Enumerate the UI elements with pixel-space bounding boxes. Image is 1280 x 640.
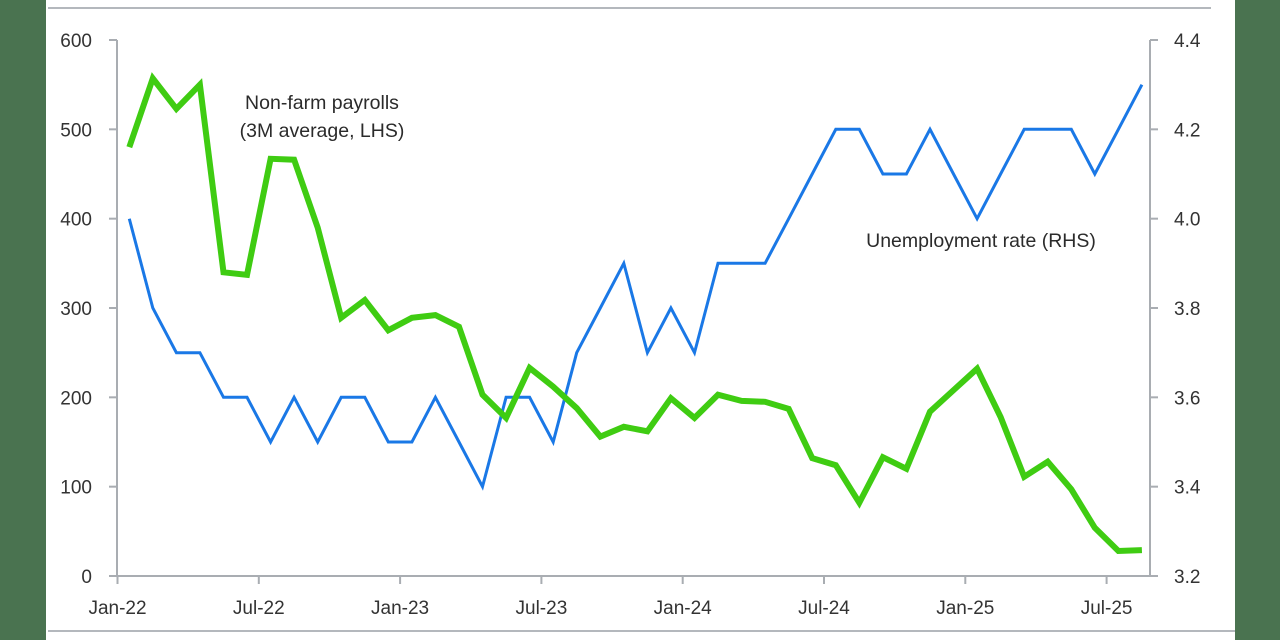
right-tick-label: 3.8 — [1174, 299, 1200, 320]
top-frame-line — [48, 7, 1211, 9]
right-tick-label: 4.2 — [1174, 120, 1200, 141]
left-tick-label: 100 — [60, 478, 92, 499]
x-ticks: Jan-22 Jul-22 Jan-23 Jul-23 Jan-24 Jul-24 Jan-… — [88, 576, 1132, 619]
right-tick-label: 3.2 — [1174, 567, 1200, 588]
left-border-band — [0, 0, 46, 640]
x-tick-label: Jul-25 — [1081, 598, 1133, 619]
left-tick-label: 300 — [60, 299, 92, 320]
right-border-band — [1235, 0, 1280, 640]
payrolls-annotation-line1: Non-farm payrolls — [245, 92, 399, 114]
x-tick-label: Jul-23 — [516, 598, 568, 619]
left-tick-label: 600 — [60, 31, 92, 52]
right-tick-label: 4.4 — [1174, 31, 1201, 52]
bottom-frame-line — [48, 630, 1235, 632]
x-tick-label: Jan-23 — [371, 598, 429, 619]
right-y-ticks: 3.2 3.4 3.6 3.8 4.0 4.2 4.4 — [1150, 31, 1201, 588]
left-tick-label: 200 — [60, 388, 92, 409]
unemployment-annotation: Unemployment rate (RHS) — [866, 230, 1096, 252]
payrolls-annotation-line2: (3M average, LHS) — [240, 120, 405, 142]
left-y-ticks: 0 100 200 300 400 500 600 — [60, 31, 117, 588]
right-tick-label: 3.4 — [1174, 478, 1201, 499]
x-tick-label: Jan-25 — [936, 598, 994, 619]
x-tick-label: Jul-24 — [798, 598, 850, 619]
unemployment-rate-line — [127, 84, 1144, 491]
left-tick-label: 400 — [60, 210, 92, 231]
x-tick-label: Jul-22 — [233, 598, 285, 619]
left-tick-label: 0 — [81, 567, 92, 588]
x-tick-label: Jan-22 — [88, 598, 146, 619]
left-tick-label: 500 — [60, 120, 92, 141]
right-tick-label: 3.6 — [1174, 388, 1200, 409]
x-tick-label: Jan-24 — [654, 598, 713, 619]
nonfarm-payrolls-line — [126, 72, 1143, 555]
right-tick-label: 4.0 — [1174, 210, 1200, 231]
